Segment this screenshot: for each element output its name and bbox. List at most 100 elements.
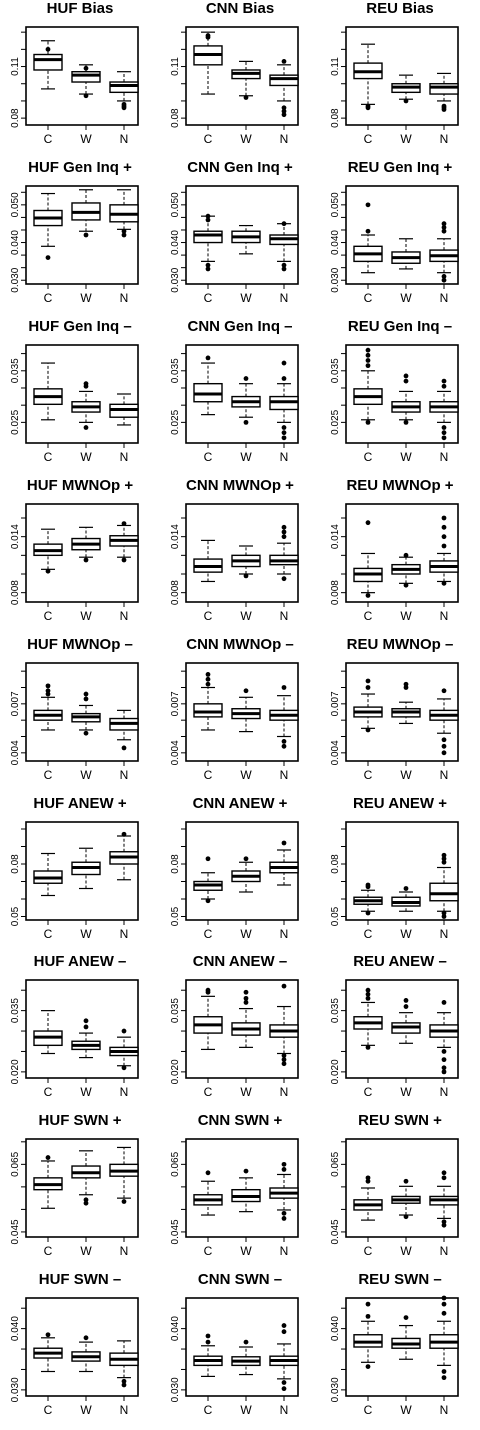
y-tick-label: 0.035 [330,358,341,383]
outlier-point [243,1169,249,1174]
panel-title: REU Gen Inq – [347,317,453,335]
x-tick-label: C [364,291,373,305]
plot-frame [345,185,459,285]
x-tick-label: W [400,609,412,623]
box-N [269,984,299,1067]
panel-title: HUF Bias [46,0,114,17]
boxplot-panel: HUF SWN + 0.045 0.065 C W N [0,1112,160,1271]
x-tick-label: C [204,291,213,305]
outlier-point [83,93,89,99]
y-tick-label: 0.11 [170,57,181,76]
outlier-point [205,1339,211,1345]
box-W [231,224,261,255]
outlier-point [45,687,51,693]
outlier-point [281,1329,287,1335]
x-tick-label: C [364,450,373,464]
boxplot-svg: 0.008 0.014 C W N [330,502,459,623]
outlier-point [83,232,89,238]
x-tick-label: W [240,132,252,146]
plot-frame [345,343,459,444]
box-C [353,678,383,732]
box-W [231,60,261,100]
outlier-point [281,743,287,749]
boxplot-panel: REU MWNOp – 0.004 0.007 C W N [320,636,480,795]
box-C [193,355,223,416]
boxplot-svg: 0.05 0.08 C W N [170,820,299,941]
y-tick-label: 0.08 [330,108,341,128]
box-C [33,192,63,260]
box-W [391,552,421,588]
outlier-point [45,1155,51,1161]
outlier-point [365,352,371,358]
outlier-point [365,363,371,368]
boxplot-panel: CNN SWN – 0.030 0.040 C W N [160,1271,320,1430]
outlier-point [441,852,447,858]
x-tick-label: N [120,1085,129,1099]
boxplot-svg: 0.045 0.065 C W N [330,1138,459,1258]
outlier-point [441,910,447,915]
outlier-point [243,95,249,100]
box-C [193,213,223,272]
outlier-point [243,375,249,381]
box-N [269,684,299,749]
outlier-point [205,681,211,687]
x-tick-label: N [120,291,129,305]
outlier-point [121,232,127,238]
outlier-point [83,696,89,701]
x-tick-label: W [240,450,252,464]
outlier-point [441,1170,447,1176]
outlier-point [243,687,249,693]
outlier-point [365,1045,371,1051]
outlier-point [403,1315,409,1321]
outlier-point [281,1167,287,1173]
outlier-point [121,1029,127,1034]
x-tick-label: N [440,1403,449,1417]
box-N [109,393,139,426]
outlier-point [403,885,409,891]
box-W [71,381,101,430]
outlier-point [83,1197,89,1203]
outlier-point [243,855,249,861]
outlier-point [281,112,287,118]
box-C [193,1170,223,1216]
boxplot-panel: REU MWNOp + 0.008 0.014 C W N [320,477,480,636]
x-tick-label: N [440,450,449,464]
outlier-point [441,687,447,693]
y-tick-label: 0.050 [330,192,341,217]
box-C [353,519,383,598]
y-tick-label: 0.035 [10,358,21,383]
plot-frame [25,1297,139,1397]
panel-title: REU MWNOp + [346,476,454,494]
x-tick-label: C [44,1085,53,1099]
outlier-point [365,882,371,887]
outlier-point [121,1199,127,1205]
x-tick-label: N [280,609,289,623]
x-tick-label: N [280,1403,289,1417]
box-C [353,882,383,915]
boxplot-svg: 0.030 0.040 0.050 C W N [170,185,299,305]
outlier-point [403,378,409,384]
outlier-point [121,831,127,837]
outlier-point [441,913,447,919]
outlier-point [441,277,447,283]
outlier-point [281,424,287,430]
plot-frame [25,661,139,762]
x-tick-label: W [400,291,412,305]
panel-title: HUF MWNOp + [26,476,134,494]
boxplot-svg: 0.008 0.014 C W N [10,502,139,623]
outlier-point [403,98,409,104]
outlier-point [281,1380,287,1386]
y-tick-label: 0.065 [330,1152,341,1177]
box-N [429,852,459,919]
outlier-point [441,378,447,384]
boxplot-svg: 0.004 0.007 C W N [10,661,139,782]
box-W [391,1315,421,1361]
outlier-point [83,65,89,71]
outlier-point [121,1065,127,1071]
outlier-point [205,217,211,223]
x-tick-label: W [240,1085,252,1099]
boxplot-svg: 0.045 0.065 C W N [10,1138,139,1258]
panel-title: CNN Gen Inq – [187,317,293,335]
x-tick-label: W [240,1244,252,1258]
